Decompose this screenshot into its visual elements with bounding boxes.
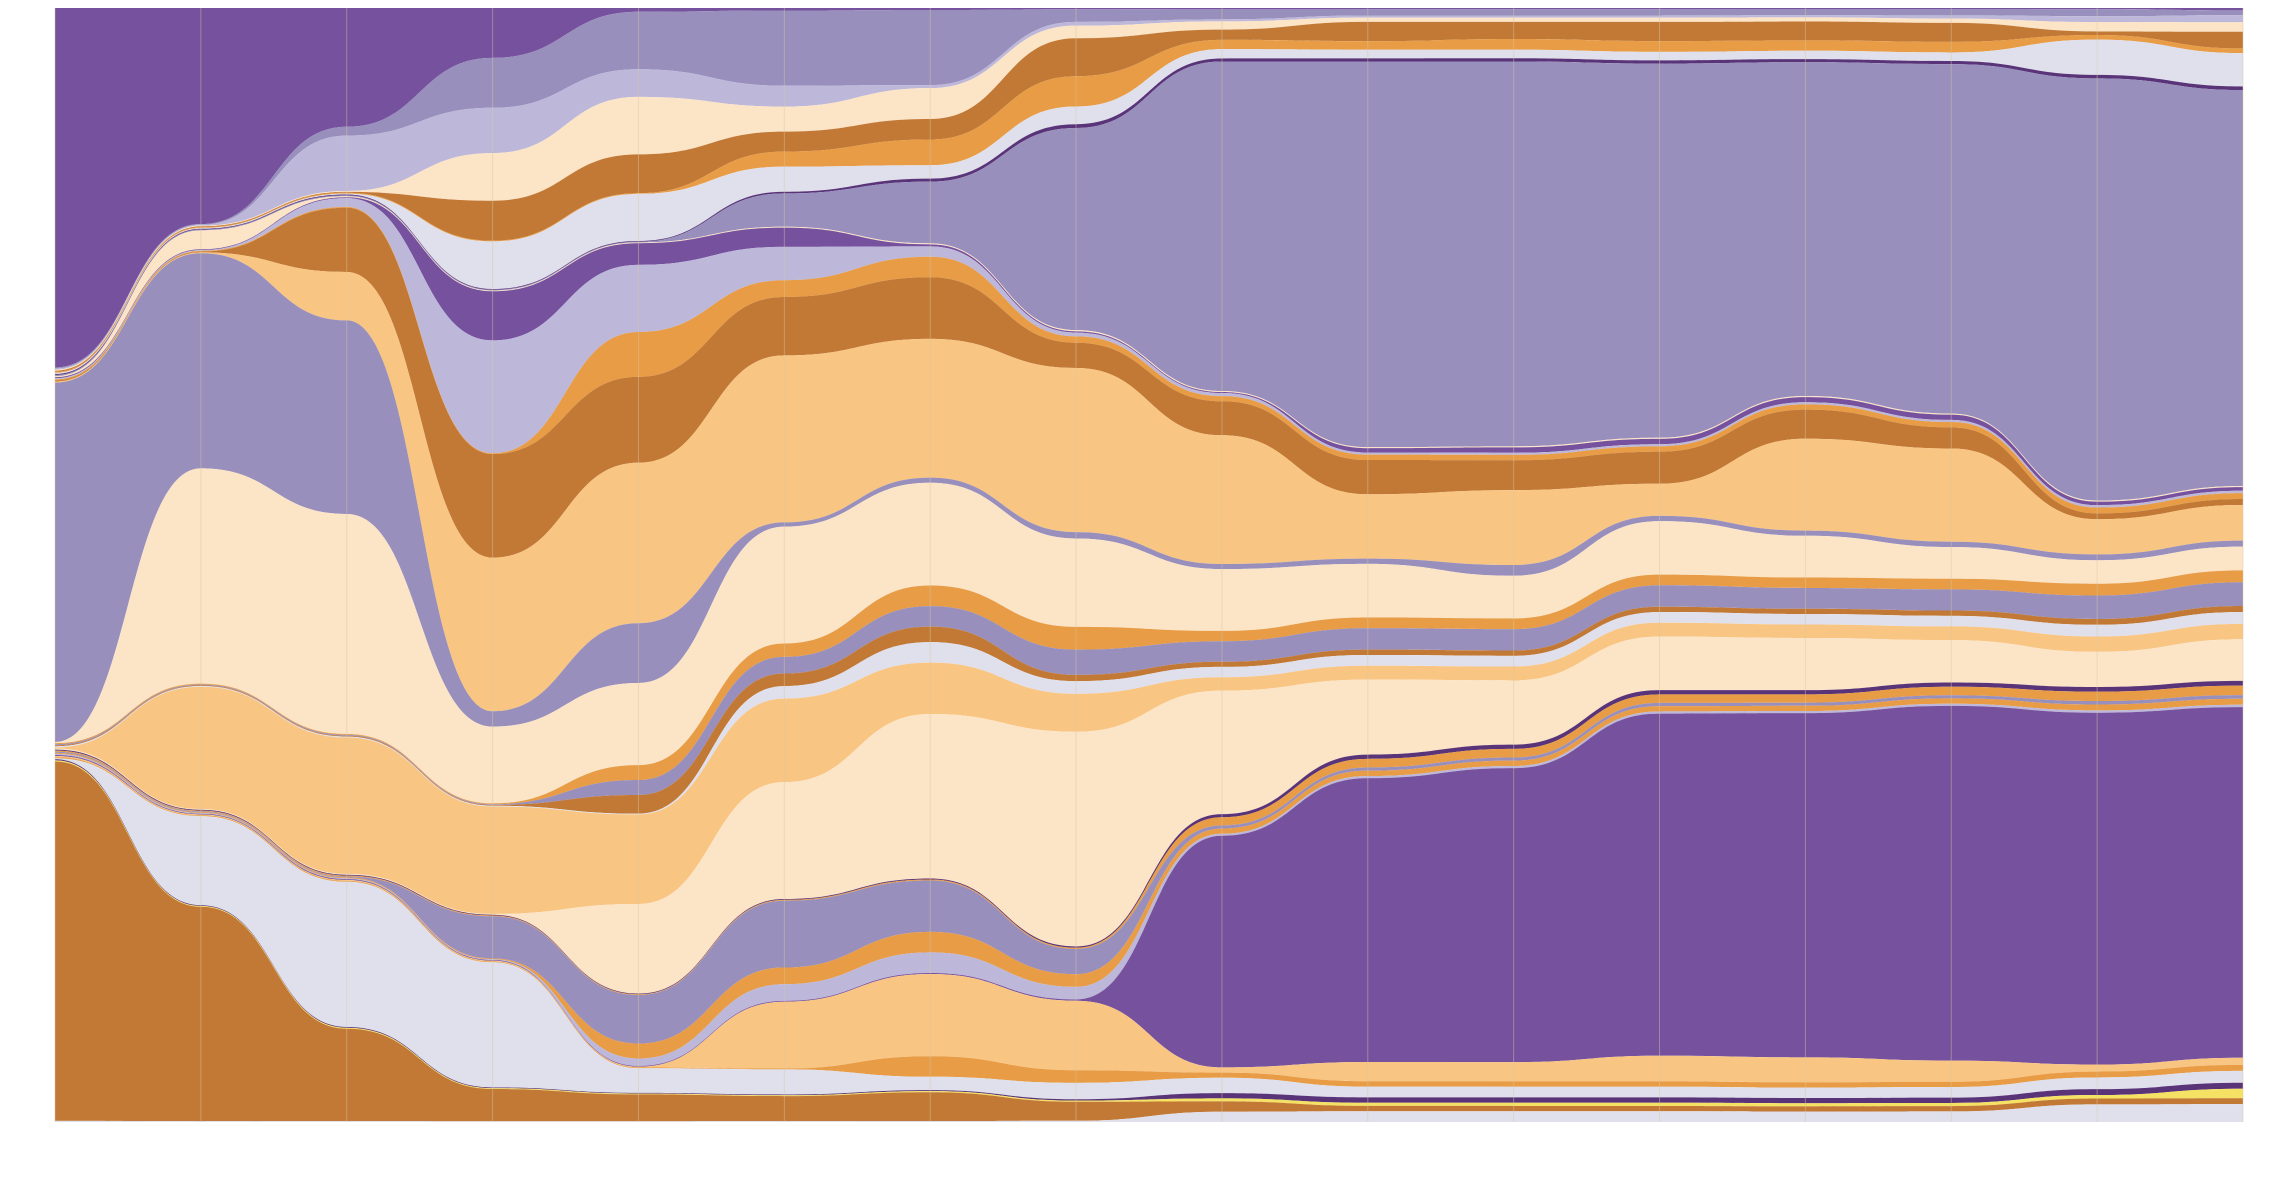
vertical-gridlines [54,8,2244,1122]
series-band-35 [55,761,2243,1122]
series-band-29 [55,705,2243,1068]
series-band-22 [55,622,2243,914]
series-band-36 [55,1104,2243,1122]
series-band-14 [55,207,2243,558]
series-band-17 [55,468,2243,804]
series-band-1 [55,8,2243,368]
series-band-16 [55,253,2243,743]
series-bands [55,8,2243,1122]
series-band-12 [55,198,2243,508]
series-band-4 [55,17,2243,371]
series-band-19 [55,582,2243,805]
series-band-23 [55,636,2243,994]
series-band-15 [55,252,2243,712]
series-band-9 [55,61,2243,501]
